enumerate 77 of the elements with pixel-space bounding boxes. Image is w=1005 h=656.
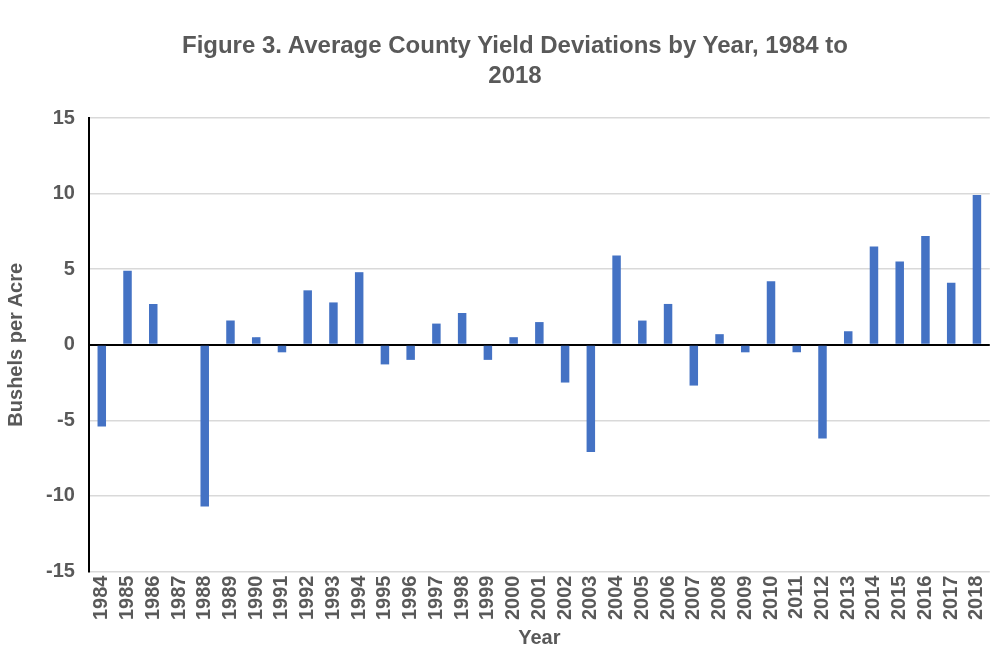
x-axis-title: Year xyxy=(518,625,561,648)
x-tick-label: 2012 xyxy=(810,575,833,621)
bar xyxy=(457,313,467,344)
x-tick-label: 2008 xyxy=(707,575,730,621)
x-tick-label: 2000 xyxy=(501,575,524,621)
bar xyxy=(972,195,982,344)
x-tick-label: 1995 xyxy=(372,575,395,621)
bar xyxy=(226,320,235,344)
x-tick-label: 1997 xyxy=(423,575,446,621)
x-tick-label: 2002 xyxy=(552,575,575,621)
bar xyxy=(921,235,930,344)
bar xyxy=(741,345,750,353)
x-tick-label: 1996 xyxy=(398,575,421,621)
x-tick-label: 1985 xyxy=(115,575,138,621)
bar xyxy=(354,272,364,344)
bar xyxy=(766,281,776,344)
bar xyxy=(303,290,312,344)
bar xyxy=(406,345,415,360)
bar xyxy=(843,331,853,344)
x-tick-label: 1989 xyxy=(217,575,240,621)
bar xyxy=(715,334,724,344)
x-tick-label: 2003 xyxy=(578,575,601,621)
x-tick-label: 2015 xyxy=(887,575,910,621)
bar xyxy=(535,322,544,344)
x-tick-label: 1992 xyxy=(295,575,318,621)
x-tick-label: 2006 xyxy=(655,575,678,621)
bar xyxy=(612,255,621,344)
x-tick-label: 1999 xyxy=(475,575,498,621)
bar xyxy=(560,345,570,383)
bar xyxy=(895,261,904,344)
bar xyxy=(483,345,493,360)
x-tick-label: 2014 xyxy=(861,574,884,621)
x-tick-label: 1994 xyxy=(346,574,369,621)
bar xyxy=(200,345,209,507)
x-tick-label: 2004 xyxy=(604,574,627,621)
x-tick-label: 2007 xyxy=(681,575,704,621)
x-tick-label: 1988 xyxy=(192,575,215,621)
x-tick-label: 2001 xyxy=(526,575,549,621)
bar xyxy=(638,320,647,344)
bar xyxy=(818,345,827,439)
x-tick-label: 1986 xyxy=(140,575,163,621)
x-tick-label: 2009 xyxy=(732,575,755,621)
y-tick-label: -15 xyxy=(46,559,75,582)
bar xyxy=(380,345,390,365)
x-tick-label: 2010 xyxy=(758,575,781,621)
bar xyxy=(869,246,879,344)
y-tick-label: 10 xyxy=(52,181,75,204)
x-tick-label: 1987 xyxy=(166,575,189,621)
x-tick-label: 2011 xyxy=(784,575,807,619)
x-tick-label: 1998 xyxy=(449,575,472,621)
bar xyxy=(123,270,132,344)
x-tick-label: 2016 xyxy=(912,575,935,621)
x-tick-label: 2018 xyxy=(964,575,987,621)
bar xyxy=(251,337,261,344)
bar xyxy=(97,345,107,427)
x-tick-label: 1990 xyxy=(243,575,266,621)
x-tick-label: 1993 xyxy=(320,575,343,621)
chart-title: Figure 3. Average County Yield Deviations by Year, 1984 to 2018 xyxy=(180,30,849,90)
y-tick-label: 15 xyxy=(52,105,75,128)
bar xyxy=(689,345,699,386)
x-tick-label: 2013 xyxy=(835,575,858,621)
x-tick-label: 1991 xyxy=(269,575,292,621)
y-tick-label: -10 xyxy=(46,483,75,506)
y-tick-label: -5 xyxy=(57,407,75,430)
bar xyxy=(149,303,158,344)
y-tick-label: 5 xyxy=(63,256,75,279)
bar xyxy=(432,323,441,344)
x-tick-label: 2017 xyxy=(938,575,961,621)
x-tick-label: 1984 xyxy=(89,574,112,621)
y-tick-label: 0 xyxy=(63,332,75,355)
x-tick-label: 2005 xyxy=(629,575,652,621)
bar xyxy=(509,337,518,344)
bar xyxy=(946,282,956,344)
bar xyxy=(663,303,673,344)
y-axis-title: Bushels per Acre xyxy=(3,262,26,427)
bar xyxy=(586,345,596,453)
bar xyxy=(329,302,338,344)
